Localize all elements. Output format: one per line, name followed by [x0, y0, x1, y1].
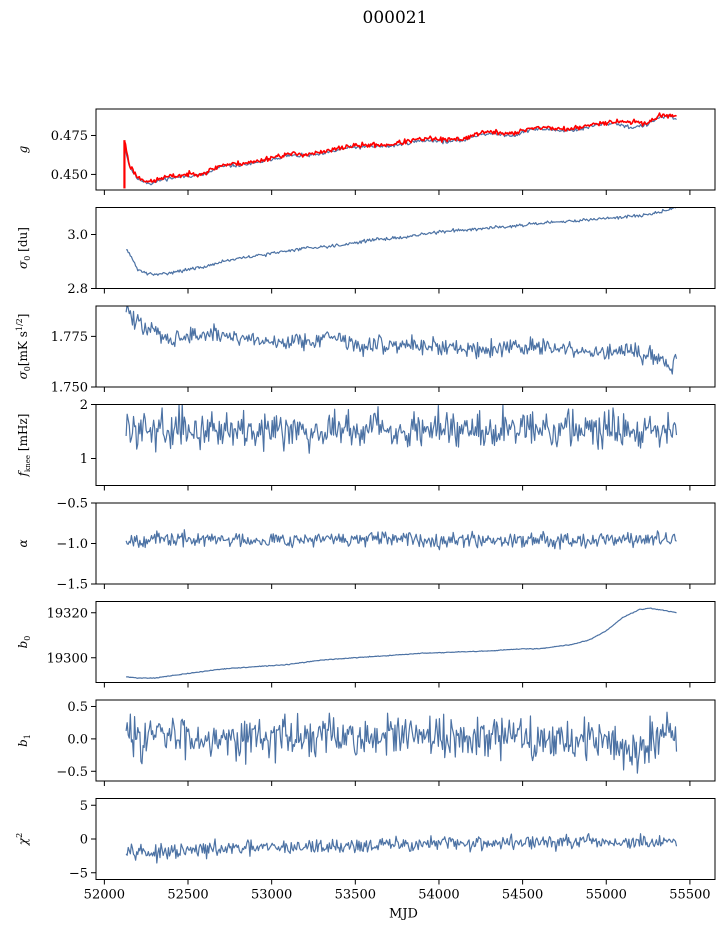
axes-frame	[95, 108, 716, 191]
y-axis-label: σ0[mK s1/2]	[15, 314, 32, 380]
plot-area	[125, 711, 678, 774]
axes-frame	[95, 601, 716, 683]
y-axis-label: σ0 [du]	[16, 227, 32, 269]
plot-area	[125, 529, 677, 551]
axes-frame	[95, 699, 716, 782]
series-line-1	[125, 833, 678, 864]
plot-area	[126, 607, 677, 679]
axes-frame	[95, 305, 716, 388]
x-tick-label: 55500	[669, 888, 710, 903]
axes-frame	[95, 798, 716, 880]
panel-5: −1.5 −1.0 −0.5 α	[16, 497, 716, 593]
panel-3: 1.750 1.775 σ0[mK s1/2]	[15, 305, 716, 396]
x-tick-label: 53000	[251, 888, 292, 903]
panel-7: −0.5 0.0 0.5 b1	[16, 699, 716, 786]
axes-frame	[95, 404, 716, 486]
plot-area	[125, 306, 678, 375]
x-tick-label: 52500	[167, 888, 208, 903]
y-tick-label: 3.0	[67, 228, 88, 243]
x-tick-label: 53500	[335, 888, 376, 903]
x-tick-label: 52000	[84, 888, 125, 903]
y-tick-label: 19320	[47, 606, 88, 621]
x-axis-label: MJD	[389, 907, 418, 922]
panel-8: −5 0 5 52000 52500 53000 53500 54000 54500 55000 5…	[15, 798, 716, 903]
series-line-1	[125, 529, 677, 551]
y-axis-label: b1	[16, 734, 32, 747]
figure-title: 000021	[363, 8, 428, 28]
y-tick-label: 19300	[47, 651, 88, 666]
x-tick-label: 55000	[586, 888, 627, 903]
x-tick-label: 54000	[418, 888, 459, 903]
y-tick-label: 2.8	[67, 282, 88, 297]
y-axis-label: g	[16, 145, 30, 153]
y-tick-label: 0	[80, 833, 88, 848]
plot-area	[125, 833, 678, 864]
plot-area	[123, 112, 677, 189]
y-axis-label: χ2	[15, 833, 30, 846]
y-tick-label: −0.5	[56, 497, 88, 512]
y-tick-label: 1.750	[51, 381, 88, 396]
y-tick-label: −5	[69, 866, 88, 881]
y-axis-label: b0	[16, 636, 32, 649]
series-line-1	[123, 114, 677, 186]
series-line-1	[125, 404, 678, 454]
y-tick-label: −1.5	[56, 578, 88, 593]
series-line-1	[125, 306, 678, 375]
y-axis-label: α	[16, 539, 30, 547]
y-tick-label: 1.775	[51, 330, 88, 345]
panel-4: 1 2 fknee [mHz]	[16, 398, 716, 491]
y-tick-label: 0.0	[67, 732, 88, 747]
plot-area	[125, 404, 678, 454]
series-line-2	[123, 112, 677, 184]
y-axis-label: fknee [mHz]	[16, 414, 32, 478]
axes-frame	[95, 207, 716, 289]
y-tick-label: 0.5	[67, 700, 88, 715]
panel-6: 19300 19320 b0	[16, 601, 716, 688]
y-tick-label: 5	[80, 799, 88, 814]
series-line-1	[126, 607, 677, 679]
panel-1: 0.450 0.475 g	[16, 108, 716, 195]
series-line-1	[126, 207, 677, 276]
y-tick-label: −1.0	[56, 537, 88, 552]
x-tick-label: 54500	[502, 888, 543, 903]
y-tick-label: −0.5	[56, 765, 88, 780]
panel-2: 2.8 3.0 σ0 [du]	[16, 207, 716, 297]
y-tick-label: 0.475	[51, 129, 88, 144]
y-tick-label: 0.450	[51, 168, 88, 183]
plot-area	[126, 207, 677, 276]
axes-frame	[95, 502, 716, 585]
y-tick-label: 1	[80, 452, 88, 467]
series-line-1	[125, 711, 678, 774]
y-tick-label: 2	[80, 398, 88, 413]
